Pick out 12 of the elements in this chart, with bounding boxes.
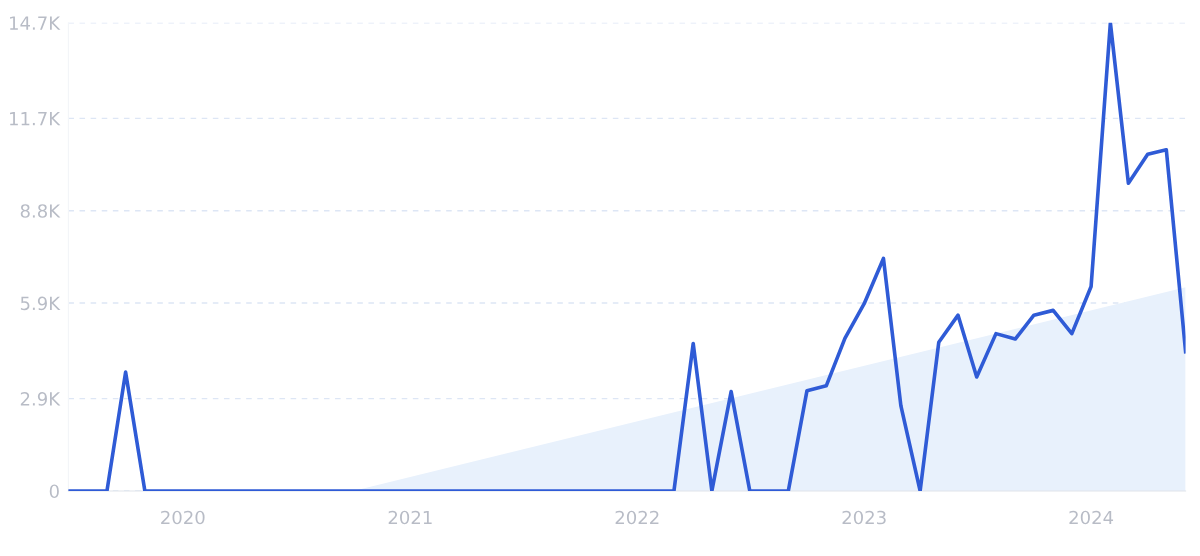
x-tick-label: 2022 <box>615 510 659 525</box>
x-tick-label: 2023 <box>842 510 886 525</box>
x-tick-label: 2024 <box>1069 510 1114 525</box>
y-tick-label: 14.7K <box>10 16 61 30</box>
x-tick-label: 2021 <box>388 510 432 525</box>
y-tick-label: 5.9K <box>20 296 61 311</box>
x-tick-label: 2020 <box>161 510 205 525</box>
y-tick-label: 2.9K <box>20 392 61 406</box>
line-series <box>68 22 1186 491</box>
y-tick-label: 8.8K <box>20 204 61 218</box>
y-tick-label: 0 <box>49 484 59 499</box>
y-tick-label: 11.7K <box>10 112 61 126</box>
